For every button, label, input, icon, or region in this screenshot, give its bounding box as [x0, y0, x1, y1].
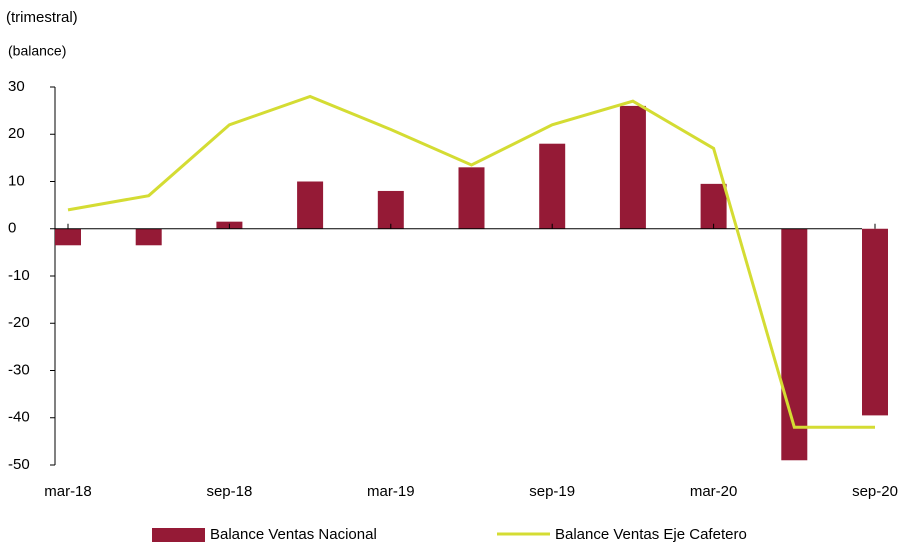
y-tick-label: -30 — [8, 361, 30, 378]
bar — [700, 183, 727, 229]
bar — [55, 228, 81, 246]
x-tick-label: mar-19 — [367, 483, 415, 500]
y-tick-label: 10 — [8, 172, 25, 189]
x-tick-label: mar-18 — [44, 483, 92, 500]
y-tick-label: 0 — [8, 220, 16, 237]
x-tick-label: sep-18 — [206, 483, 252, 500]
line — [67, 94, 875, 429]
y-tick-label: -20 — [8, 314, 30, 331]
y-axis-label: (balance) — [8, 43, 66, 59]
x-tick-label: sep-20 — [852, 483, 898, 500]
y-tick-label: -40 — [8, 409, 30, 426]
legend-label: Balance Ventas Eje Cafetero — [555, 526, 747, 543]
legend-swatch — [152, 528, 205, 542]
y-tick-label: -50 — [8, 456, 30, 473]
bar — [619, 105, 646, 229]
x-tick-label: mar-20 — [690, 483, 738, 500]
bar — [135, 228, 162, 246]
bar — [539, 143, 566, 229]
legend-label: Balance Ventas Nacional — [210, 526, 377, 543]
bar — [781, 228, 808, 461]
bar — [297, 181, 324, 229]
bar — [862, 228, 888, 416]
y-tick-label: -10 — [8, 267, 30, 284]
bar — [458, 167, 485, 229]
bar — [377, 190, 404, 229]
y-tick-label: 30 — [8, 78, 25, 95]
x-tick-label: sep-19 — [529, 483, 575, 500]
y-tick-label: 20 — [8, 125, 25, 142]
chart-subtitle: (trimestral) — [6, 9, 78, 26]
